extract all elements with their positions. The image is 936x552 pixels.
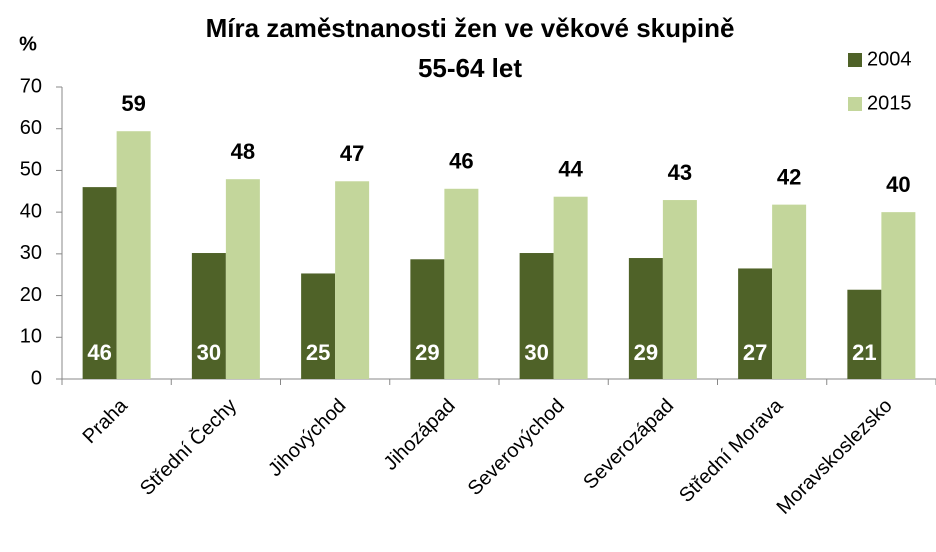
- data-label: 59: [121, 91, 145, 116]
- data-label: 47: [340, 141, 364, 166]
- y-tick-label: 50: [20, 159, 42, 181]
- data-label: 46: [87, 340, 111, 365]
- y-tick-label: 10: [20, 326, 42, 348]
- bar: [335, 181, 370, 379]
- data-label: 42: [777, 164, 801, 189]
- y-tick-label: 40: [20, 200, 42, 222]
- x-tick-label: Praha: [79, 394, 133, 448]
- y-tick-label: 60: [20, 117, 42, 139]
- x-tick-label: Severovýchod: [464, 395, 569, 500]
- y-tick-label: 20: [20, 284, 42, 306]
- y-axis-label: %: [19, 33, 37, 55]
- data-label: 29: [634, 340, 658, 365]
- bar: [519, 253, 554, 379]
- x-tick-label: Střední Čechy: [135, 394, 241, 500]
- chart-subtitle: 55-64 let: [418, 53, 522, 83]
- x-tick-label: Střední Morava: [675, 394, 788, 507]
- bar: [116, 131, 151, 379]
- legend-swatch: [848, 97, 862, 111]
- data-label: 40: [886, 172, 910, 197]
- legend-label: 2004: [867, 48, 912, 70]
- bar: [738, 268, 773, 379]
- y-tick-label: 70: [20, 75, 42, 97]
- bar: [772, 204, 807, 379]
- bar: [410, 259, 445, 379]
- bar: [553, 196, 588, 379]
- bar: [847, 289, 882, 379]
- chart-title: Míra zaměstnanosti žen ve věkové skupině: [206, 13, 735, 43]
- bar: [881, 212, 916, 379]
- x-tick-label: Jihovýchod: [264, 395, 350, 481]
- legend-label: 2015: [867, 92, 912, 114]
- bar: [628, 258, 663, 379]
- data-label: 48: [231, 139, 255, 164]
- data-label: 46: [449, 149, 473, 174]
- bar: [444, 188, 479, 379]
- bar: [301, 273, 336, 379]
- bar: [191, 253, 226, 379]
- x-tick-label: Jihozápad: [380, 395, 460, 475]
- data-label: 29: [415, 340, 439, 365]
- x-tick-label: Severozápad: [579, 395, 678, 494]
- bar: [225, 179, 260, 379]
- data-label: 27: [743, 340, 767, 365]
- data-label: 30: [197, 340, 221, 365]
- bar: [82, 187, 117, 379]
- data-label: 44: [558, 157, 583, 182]
- data-label: 30: [524, 340, 548, 365]
- data-label: 25: [306, 340, 330, 365]
- data-label: 21: [852, 340, 876, 365]
- bar: [662, 200, 697, 379]
- data-label: 43: [668, 160, 692, 185]
- y-tick-label: 0: [31, 367, 42, 389]
- y-tick-label: 30: [20, 242, 42, 264]
- x-tick-label: Moravskoslezsko: [773, 395, 897, 519]
- legend-swatch: [848, 53, 862, 67]
